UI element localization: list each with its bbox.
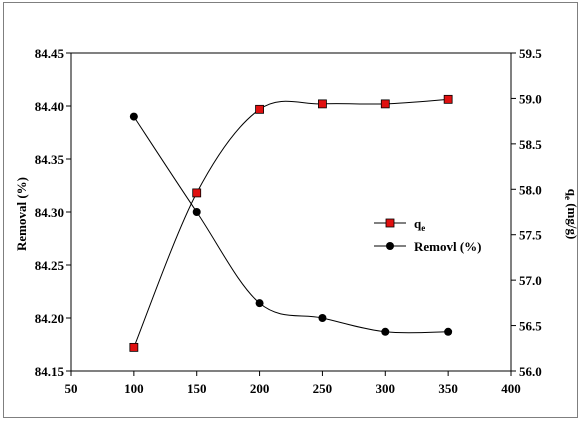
y-right-tick-label: 59.5 — [519, 46, 542, 61]
data-point-square — [443, 94, 453, 104]
y-right-tick-label: 57.0 — [519, 273, 542, 288]
legend-label-qe-main: q — [414, 216, 422, 231]
x-axis: 50 100 150 200 250 300 350 400 — [65, 371, 521, 396]
y-left-tick-label: 84.35 — [35, 152, 65, 167]
y-left-tick-label: 84.15 — [35, 364, 65, 379]
y-right-tick-label: 56.5 — [519, 319, 542, 334]
legend-item-removal: Removl (%) — [374, 239, 482, 254]
y-right-tick-label: 59.0 — [519, 91, 542, 106]
series-markers — [129, 94, 453, 352]
legend-label-removal: Removl (%) — [414, 239, 482, 254]
y-axis-left: 84.15 84.20 84.25 84.30 84.35 84.40 84.45 — [35, 46, 71, 379]
data-point-square — [192, 188, 202, 198]
y-axis-right-title-main: q — [565, 189, 580, 197]
legend-marker-square — [385, 218, 395, 228]
legend-label-qe: qe — [414, 216, 425, 233]
data-point-circle — [381, 327, 390, 336]
chart-frame — [3, 2, 578, 418]
data-point-circle — [192, 208, 201, 216]
data-point-circle — [129, 112, 138, 121]
y-right-tick-label: 58.0 — [519, 182, 542, 197]
data-point-square — [129, 342, 139, 352]
data-point-square — [380, 99, 390, 109]
y-left-tick-label: 84.40 — [35, 99, 64, 114]
y-right-tick-label: 56.0 — [519, 364, 542, 379]
series-line-1 — [133, 116, 449, 334]
x-tick-label: 200 — [250, 381, 270, 396]
legend-label-qe-sub: e — [421, 223, 425, 233]
data-point-circle — [318, 314, 327, 322]
x-tick-label: 300 — [376, 381, 396, 396]
y-axis-right-title-sub: e — [563, 196, 573, 200]
x-tick-label: 150 — [187, 381, 207, 396]
y-left-tick-label: 84.30 — [35, 205, 64, 220]
x-tick-label: 100 — [124, 381, 144, 396]
legend: qe Removl (%) — [374, 216, 482, 254]
x-tick-label: 400 — [501, 381, 521, 396]
y-axis-right-title: qe (mg/g) — [563, 189, 580, 240]
data-point-circle — [444, 327, 453, 336]
legend-item-qe: qe — [374, 216, 425, 233]
y-left-tick-label: 84.45 — [35, 46, 65, 61]
data-point-square — [255, 104, 264, 114]
data-point-square — [318, 99, 327, 109]
y-axis-right: 56.0 56.5 57.0 57.5 58.0 58.5 59.0 59.5 — [511, 46, 542, 379]
y-axis-right-title-tail: (mg/g) — [565, 200, 580, 239]
y-right-tick-label: 57.5 — [519, 228, 542, 243]
x-tick-label: 250 — [313, 381, 333, 396]
x-tick-label: 350 — [438, 381, 458, 396]
y-left-tick-label: 84.20 — [35, 311, 64, 326]
y-left-tick-label: 84.25 — [35, 258, 65, 273]
y-right-tick-label: 58.5 — [519, 137, 542, 152]
data-point-circle — [255, 299, 264, 308]
legend-marker-circle — [386, 242, 394, 250]
x-tick-label: 50 — [65, 381, 78, 396]
y-axis-left-title: Removal (%) — [14, 177, 29, 251]
